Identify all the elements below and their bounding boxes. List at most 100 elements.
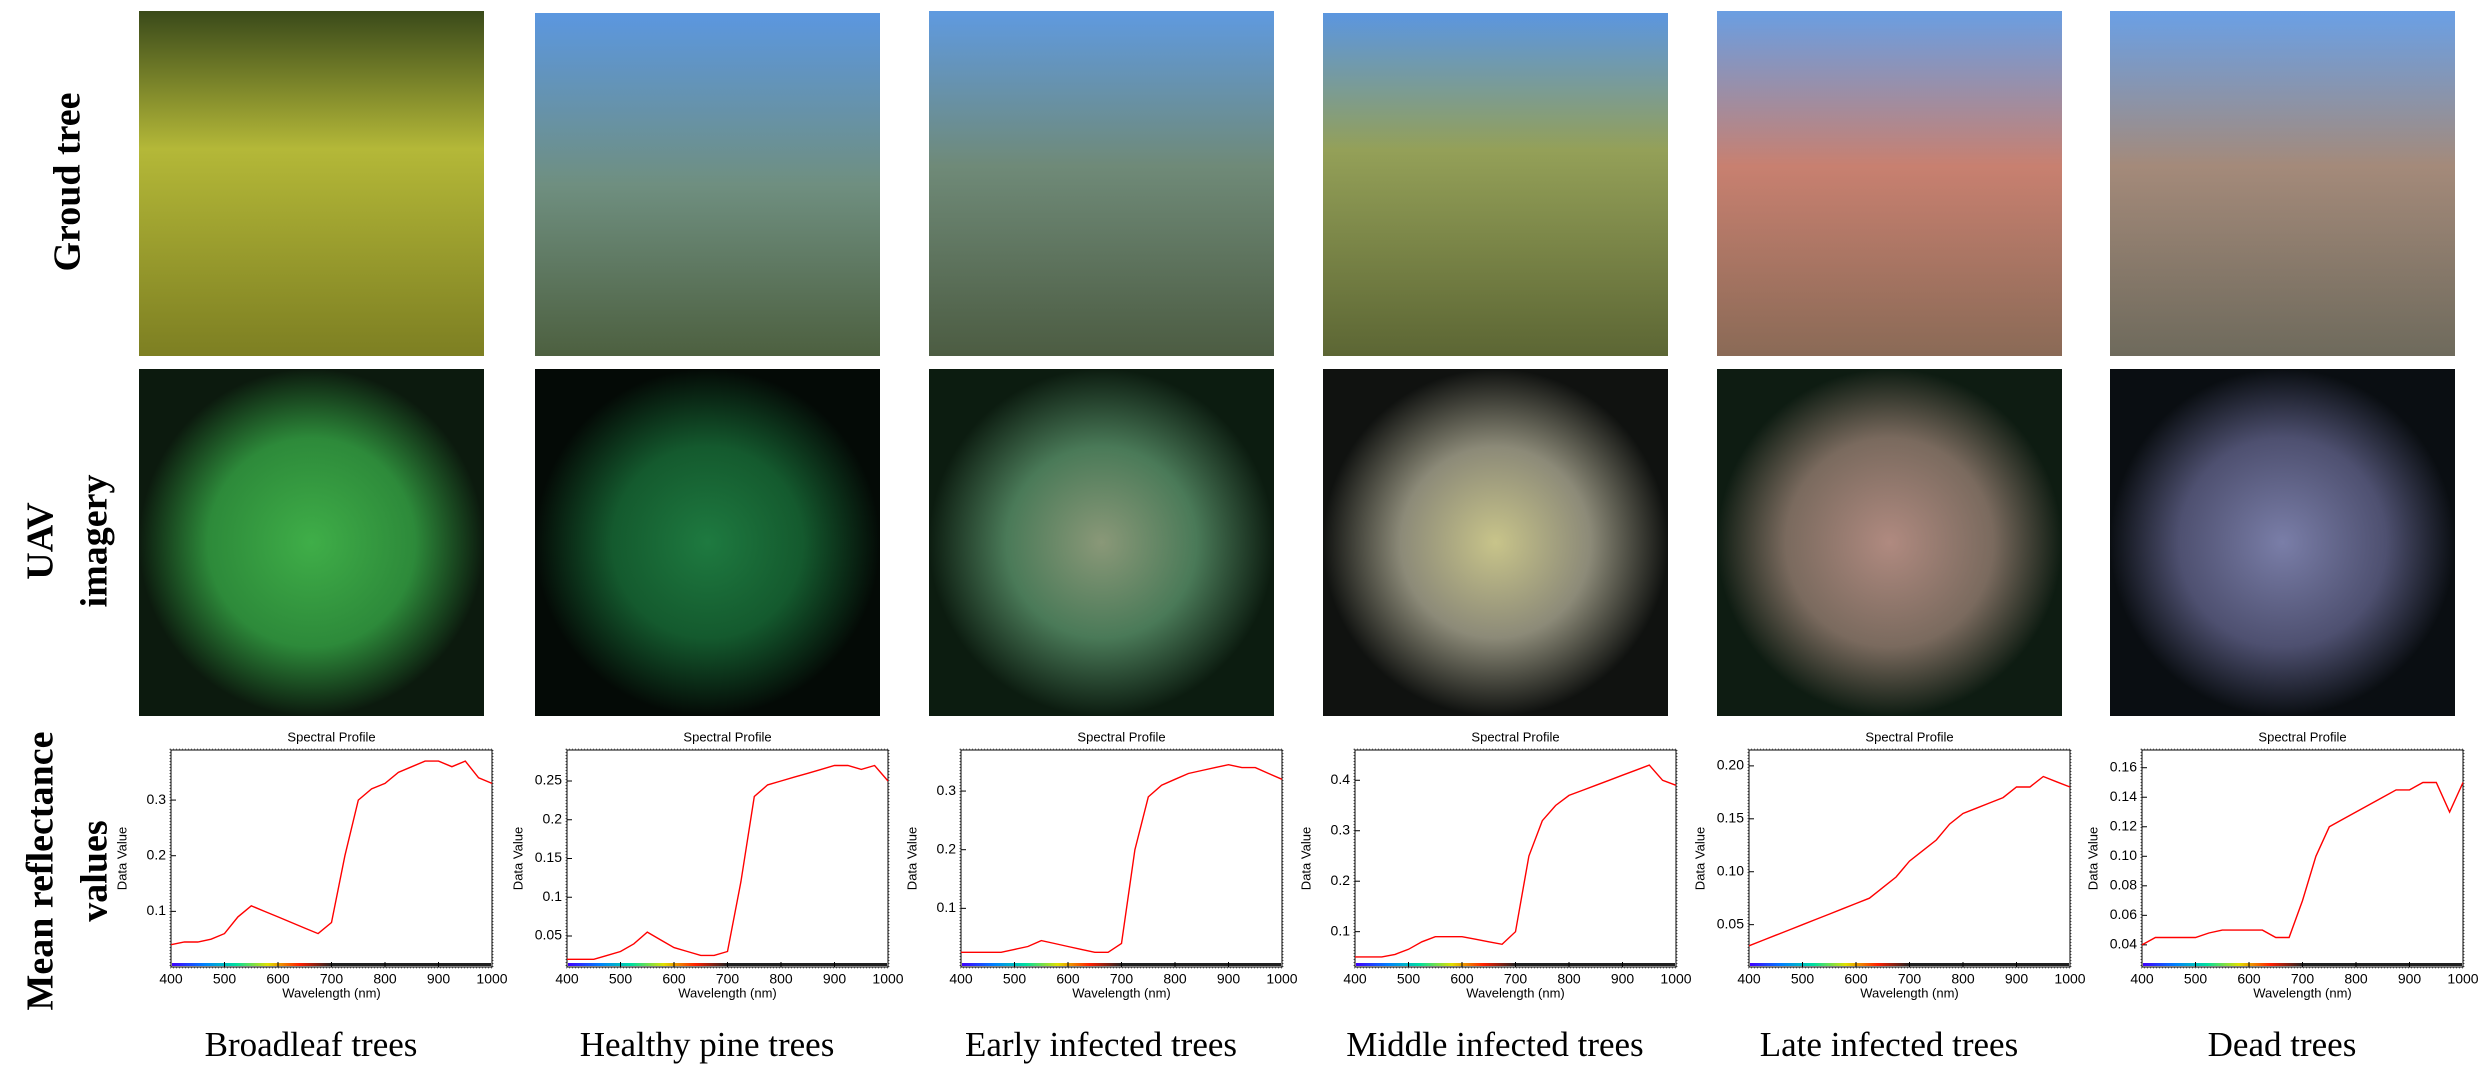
y-tick-label: 0.2 bbox=[1331, 872, 1351, 888]
x-tick-label: 900 bbox=[823, 971, 847, 987]
y-axis-label: Data Value bbox=[114, 827, 129, 890]
y-tick-label: 0.05 bbox=[1717, 915, 1744, 931]
spectral-line bbox=[170, 760, 493, 946]
plot-frame bbox=[1748, 749, 2071, 968]
uav-image bbox=[1717, 369, 2062, 716]
x-tick-label: 700 bbox=[1110, 971, 1134, 987]
x-tick-label: 500 bbox=[609, 971, 633, 987]
y-tick-label: 0.20 bbox=[1717, 757, 1744, 773]
x-axis-label: Wavelength (nm) bbox=[1860, 985, 1959, 1000]
y-tick-label: 0.4 bbox=[1331, 771, 1351, 787]
x-tick-label: 900 bbox=[2005, 971, 2029, 987]
y-tick-label: 0.04 bbox=[2110, 936, 2137, 952]
x-tick-label: 600 bbox=[266, 971, 290, 987]
y-axis-label: Data Value bbox=[1298, 827, 1313, 890]
y-axis-label: Data Value bbox=[2085, 827, 2100, 890]
x-tick-label: 400 bbox=[1343, 971, 1367, 987]
plot-border bbox=[169, 748, 494, 969]
uav-image bbox=[139, 369, 484, 716]
plot-border bbox=[959, 748, 1284, 969]
y-tick-label: 0.16 bbox=[2110, 758, 2137, 774]
x-tick-label: 800 bbox=[1163, 971, 1187, 987]
ground-photo bbox=[139, 11, 484, 356]
chart-title: Spectral Profile bbox=[683, 729, 771, 744]
row-label: Groud tree bbox=[47, 92, 89, 271]
x-tick-label: 1000 bbox=[872, 971, 903, 987]
x-tick-label: 700 bbox=[1504, 971, 1528, 987]
x-tick-label: 900 bbox=[427, 971, 451, 987]
y-tick-label: 0.10 bbox=[1717, 862, 1744, 878]
x-tick-label: 700 bbox=[1898, 971, 1922, 987]
x-tick-label: 900 bbox=[1217, 971, 1241, 987]
y-axis-label: Data Value bbox=[510, 827, 525, 890]
x-tick-label: 800 bbox=[373, 971, 397, 987]
y-tick-label: 0.2 bbox=[937, 840, 957, 856]
x-tick-label: 500 bbox=[1791, 971, 1815, 987]
x-tick-label: 700 bbox=[320, 971, 344, 987]
x-tick-label: 400 bbox=[555, 971, 579, 987]
x-tick-label: 600 bbox=[1450, 971, 1474, 987]
x-tick-label: 500 bbox=[1397, 971, 1421, 987]
y-tick-label: 0.08 bbox=[2110, 877, 2137, 893]
plot-border bbox=[1747, 748, 2072, 969]
x-tick-label: 400 bbox=[949, 971, 973, 987]
x-tick-label: 600 bbox=[2237, 971, 2261, 987]
column-caption: Middle infected trees bbox=[1346, 1025, 1643, 1064]
y-tick-label: 0.1 bbox=[543, 888, 563, 904]
x-tick-label: 1000 bbox=[2447, 971, 2478, 987]
row-label: imagery bbox=[74, 475, 116, 608]
x-tick-label: 1000 bbox=[1660, 971, 1691, 987]
x-tick-label: 900 bbox=[1611, 971, 1635, 987]
column-caption: Late infected trees bbox=[1760, 1025, 2018, 1064]
y-tick-label: 0.3 bbox=[147, 791, 167, 807]
x-tick-label: 700 bbox=[716, 971, 740, 987]
ground-photo bbox=[535, 13, 880, 356]
uav-image bbox=[1323, 369, 1668, 716]
y-tick-label: 0.10 bbox=[2110, 847, 2137, 863]
y-tick-label: 0.3 bbox=[937, 782, 957, 798]
ground-photo bbox=[1717, 11, 2062, 356]
row-label: Mean reflectance bbox=[20, 732, 62, 1011]
spectral-line bbox=[1748, 775, 2071, 947]
x-tick-label: 800 bbox=[2344, 971, 2368, 987]
chart-title: Spectral Profile bbox=[1471, 729, 1559, 744]
x-tick-label: 600 bbox=[1056, 971, 1080, 987]
x-axis-label: Wavelength (nm) bbox=[1466, 985, 1565, 1000]
y-tick-label: 0.1 bbox=[1331, 922, 1351, 938]
uav-image bbox=[2110, 369, 2455, 716]
spectral-line bbox=[1355, 764, 1677, 958]
plot-border bbox=[1353, 748, 1678, 969]
x-axis-label: Wavelength (nm) bbox=[2253, 985, 2352, 1000]
ground-photo bbox=[929, 11, 1274, 356]
x-axis-label: Wavelength (nm) bbox=[1072, 985, 1171, 1000]
x-tick-label: 600 bbox=[662, 971, 686, 987]
y-tick-label: 0.05 bbox=[535, 927, 562, 943]
column-caption: Healthy pine trees bbox=[580, 1025, 835, 1064]
column-caption: Broadleaf trees bbox=[205, 1025, 418, 1064]
x-tick-label: 1000 bbox=[1266, 971, 1297, 987]
chart-title: Spectral Profile bbox=[2258, 729, 2346, 744]
x-tick-label: 400 bbox=[159, 971, 183, 987]
y-tick-label: 0.2 bbox=[543, 810, 563, 826]
plot-frame bbox=[960, 749, 1283, 968]
y-tick-label: 0.15 bbox=[535, 849, 562, 865]
plot-border bbox=[2140, 748, 2465, 969]
plot-frame bbox=[566, 749, 889, 968]
ground-photo bbox=[1323, 13, 1668, 356]
spectral-line bbox=[961, 763, 1283, 953]
chart-title: Spectral Profile bbox=[1077, 729, 1165, 744]
column-caption: Early infected trees bbox=[965, 1025, 1237, 1064]
y-axis-label: Data Value bbox=[904, 827, 919, 890]
x-tick-label: 800 bbox=[1557, 971, 1581, 987]
x-tick-label: 400 bbox=[2130, 971, 2154, 987]
x-tick-label: 900 bbox=[2398, 971, 2422, 987]
x-tick-label: 1000 bbox=[2054, 971, 2085, 987]
photos bbox=[139, 11, 2455, 716]
y-tick-label: 0.2 bbox=[147, 846, 167, 862]
x-tick-label: 500 bbox=[1003, 971, 1027, 987]
x-axis-label: Wavelength (nm) bbox=[282, 985, 381, 1000]
y-tick-label: 0.15 bbox=[1717, 810, 1744, 826]
x-tick-label: 500 bbox=[2184, 971, 2208, 987]
